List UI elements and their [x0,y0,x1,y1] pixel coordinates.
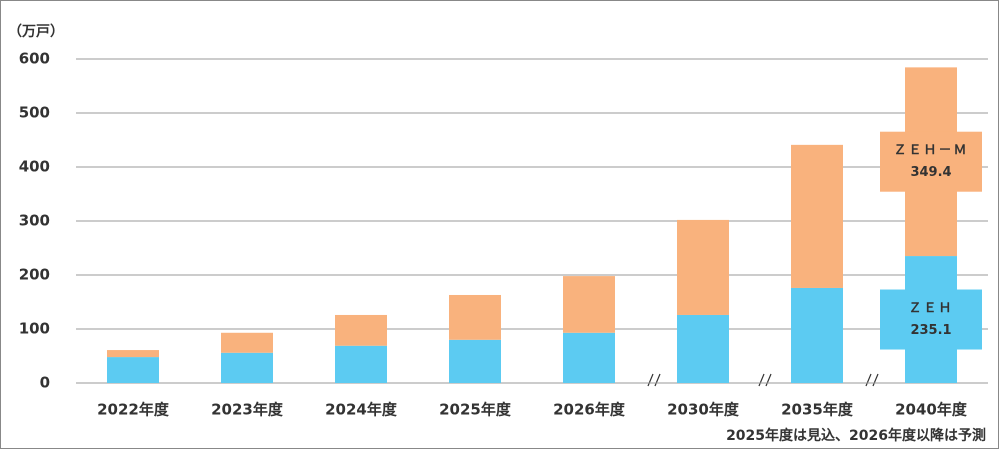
axis-breaks [647,373,879,387]
bar-segment [791,287,843,383]
bar-segment [107,357,159,383]
x-tick-label: 2026年度 [553,401,626,419]
x-tick-label: 2022年度 [97,401,170,419]
bar-segment [677,219,729,315]
x-tick-label: 2023年度 [211,401,284,419]
legend-label: ＺＥＨ [908,301,953,316]
y-tick-label: 100 [19,320,50,338]
legend-label: ＺＥＨ－Ｍ [893,143,968,158]
y-tick-label: 500 [19,104,50,122]
bar-segment [221,332,273,353]
x-tick-label: 2035年度 [781,401,854,419]
data-label: 349.4 [910,165,951,180]
bar-segment [791,144,843,288]
x-tick-label: 2040年度 [895,401,968,419]
bar-segment [563,332,615,383]
callout-box [880,289,982,350]
bar-segment [335,314,387,346]
y-unit-label: （万戸） [8,24,64,40]
bar-segment [449,339,501,383]
x-tick-label: 2030年度 [667,401,740,419]
bar-segment [563,276,615,333]
y-tick-label: 200 [19,266,50,284]
y-tick-label: 600 [19,50,50,68]
data-label: 235.1 [910,323,951,338]
bar-segment [107,350,159,358]
callout-box [880,131,982,192]
bar-segment [677,314,729,383]
annotation: 2025年度は見込、2026年度以降は予測 [726,427,986,444]
bar-segment [221,352,273,383]
y-tick-label: 400 [19,158,50,176]
y-tick-label: 300 [19,212,50,230]
x-tick-label: 2025年度 [439,401,512,419]
x-tick-label: 2024年度 [325,401,398,419]
y-tick-label: 0 [40,374,50,392]
bar-segment [335,345,387,383]
bar-segment [449,294,501,340]
